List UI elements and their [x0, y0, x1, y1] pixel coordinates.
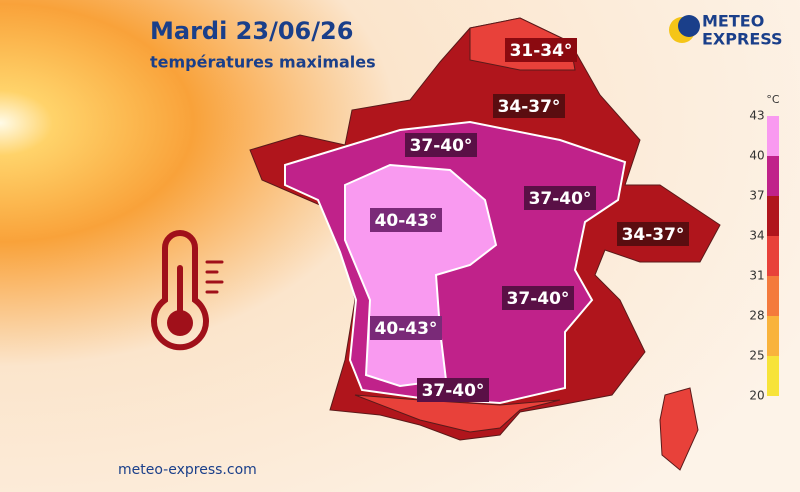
title: Mardi 23/06/26: [150, 17, 353, 45]
legend: °C 43 40 37 34 31 28 25 20: [749, 93, 780, 403]
zone-label: 34-37°: [622, 225, 685, 245]
legend-swatch: [767, 196, 779, 236]
label-box: [417, 378, 489, 402]
label-box: [370, 208, 442, 232]
corsica: [659, 387, 699, 471]
legend-tick-label: 43: [749, 109, 764, 123]
zone-label: 31-34°: [510, 41, 573, 61]
legend-tick-label: 40: [749, 149, 764, 163]
legend-swatch: [767, 116, 779, 156]
logo-line: EXPRESS: [702, 30, 783, 49]
legend-swatch: [767, 316, 779, 356]
legend-tick-label: 20: [749, 389, 764, 403]
label-box: [493, 94, 565, 118]
zone-label: 37-40°: [529, 189, 592, 209]
legend-swatch: [767, 156, 779, 196]
label-box: [524, 186, 596, 210]
legend-swatch: [767, 236, 779, 276]
legend-tick-label: 31: [749, 269, 764, 283]
zone-label: 34-37°: [498, 97, 561, 117]
label-box: [502, 286, 574, 310]
legend-unit: °C: [766, 93, 780, 106]
zone-label: 40-43°: [375, 319, 438, 339]
logo-line: METEO: [702, 12, 764, 31]
legend-tick-label: 28: [749, 309, 764, 323]
zone-label: 40-43°: [375, 211, 438, 231]
label-box: [617, 222, 689, 246]
legend-tick-label: 25: [749, 349, 764, 363]
label-box: [370, 316, 442, 340]
legend-tick-label: 34: [749, 229, 764, 243]
zone-label: 37-40°: [507, 289, 570, 309]
zone-label: 37-40°: [410, 136, 473, 156]
label-box: [505, 38, 577, 62]
logo: METEO EXPRESS: [669, 12, 783, 49]
legend-swatch: [767, 276, 779, 316]
zone-labels: 31-34° 34-37° 37-40° 37-40° 34-37° 40-43…: [370, 38, 689, 402]
subtitle: températures maximales: [150, 53, 376, 72]
legend-swatch: [767, 356, 779, 396]
thermometer-icon: [151, 230, 224, 351]
footer-url: meteo-express.com: [118, 462, 257, 478]
legend-tick-label: 37: [749, 189, 764, 203]
zone-label: 37-40°: [422, 381, 485, 401]
label-box: [405, 133, 477, 157]
